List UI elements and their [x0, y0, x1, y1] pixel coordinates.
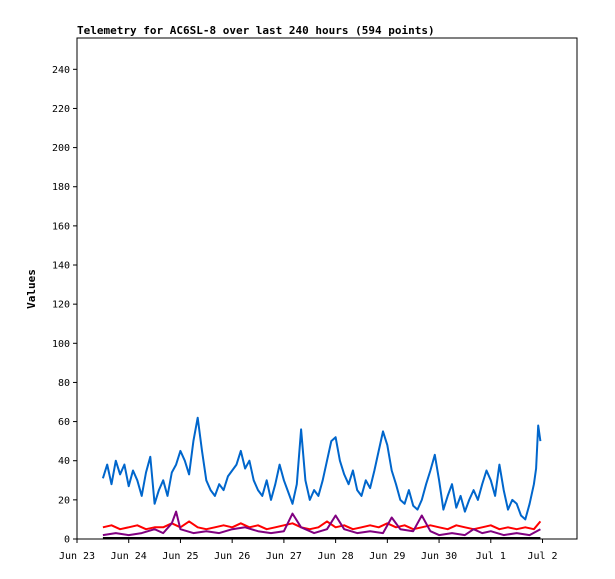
y-tick-label: 40	[58, 456, 70, 467]
y-tick-label: 200	[52, 143, 70, 154]
series-line-2	[102, 520, 542, 531]
x-tick-label: Jun 28	[318, 551, 354, 562]
y-tick-label: 120	[52, 300, 70, 311]
series-line-1	[101, 416, 542, 521]
x-tick-label: Jun 23	[59, 551, 95, 562]
y-axis: 0 20 40 60 80 100 120 140 160 180 200 220 240	[52, 65, 77, 546]
x-tick-label: Jun 26	[214, 551, 250, 562]
x-tick-label: Jun 27	[266, 551, 302, 562]
x-tick-label: Jun 25	[162, 551, 198, 562]
x-tick-label: Jul 1	[476, 551, 506, 562]
y-axis-label: Values	[25, 269, 38, 309]
y-tick-label: 240	[52, 65, 70, 76]
y-tick-label: 80	[58, 378, 70, 389]
y-tick-label: 20	[58, 495, 70, 506]
x-axis: Jun 23 Jun 24 Jun 25 Jun 26 Jun 27 Jun 28 Jun …	[59, 539, 558, 562]
y-tick-label: 140	[52, 261, 70, 272]
y-tick-label: 220	[52, 104, 70, 115]
x-tick-label: Jun 24	[111, 551, 147, 562]
x-tick-label: Jun 29	[369, 551, 405, 562]
series-line-3	[102, 510, 541, 537]
y-tick-label: 160	[52, 221, 70, 232]
y-tick-label: 0	[64, 535, 70, 546]
y-tick-label: 60	[58, 417, 70, 428]
chart-title: Telemetry for AC6SL-8 over last 240 hour…	[77, 24, 435, 37]
y-tick-label: 100	[52, 339, 70, 350]
x-tick-label: Jul 2	[527, 551, 557, 562]
x-tick-label: Jun 30	[421, 551, 457, 562]
y-tick-label: 180	[52, 182, 70, 193]
series-layer	[101, 416, 542, 539]
